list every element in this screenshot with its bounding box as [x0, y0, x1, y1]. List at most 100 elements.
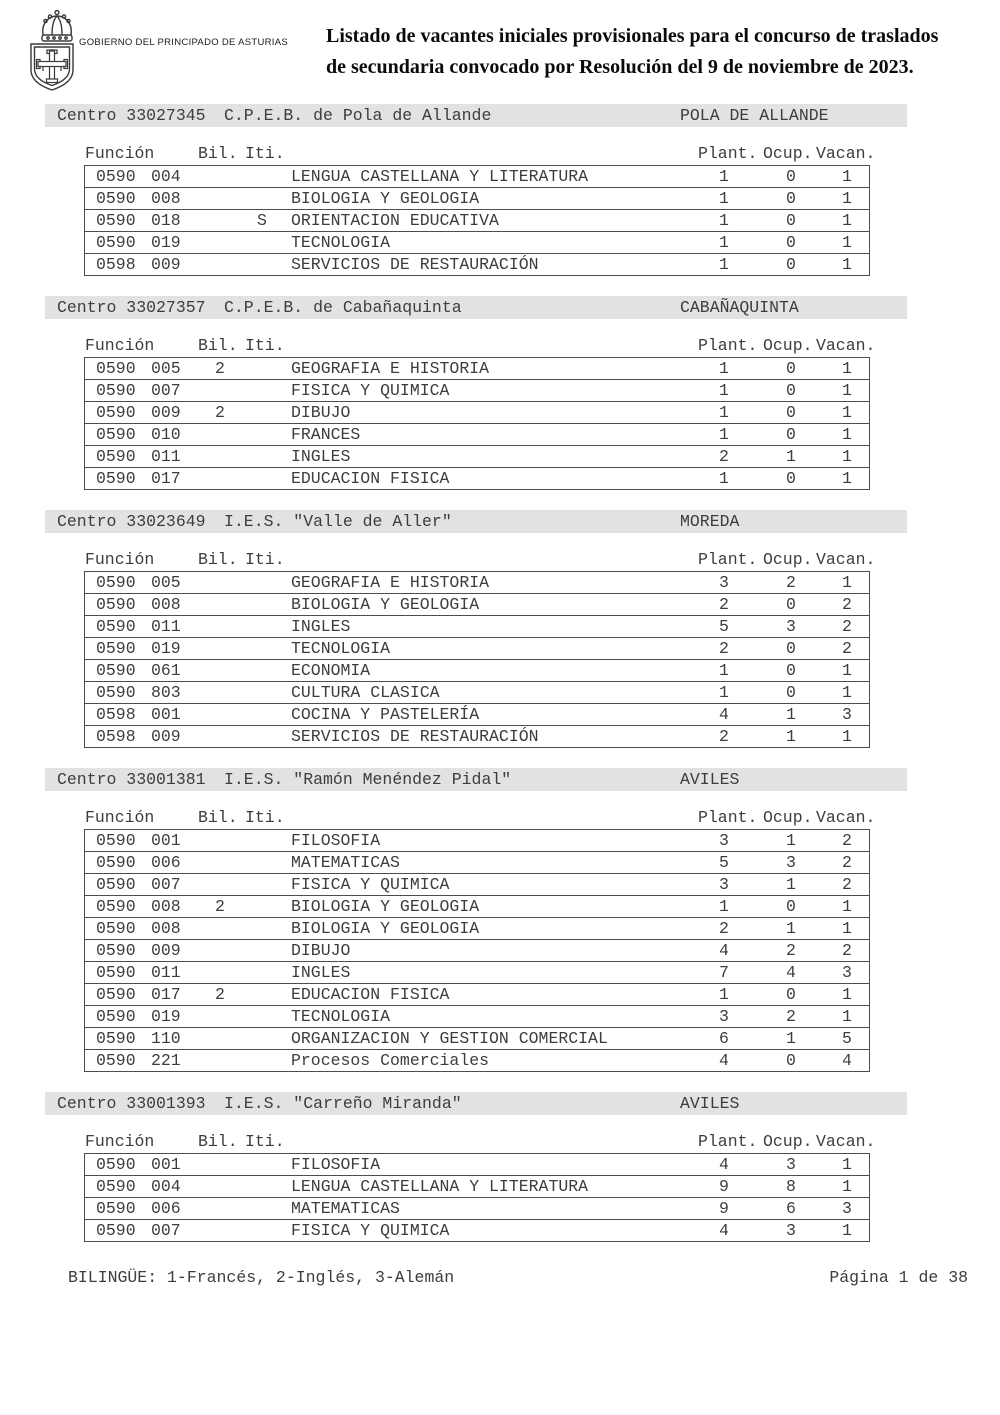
- bilingue-flag: [207, 424, 233, 445]
- vacantes-count: 1: [842, 359, 852, 378]
- especialidad-name: BIOLOGIA Y GEOLOGIA: [291, 595, 480, 614]
- bilingue-flag: [207, 1154, 233, 1175]
- funcion-cuerpo-code: 0590: [96, 617, 136, 636]
- ocupadas-count: 1: [786, 1029, 796, 1048]
- especialidad-name: TECNOLOGIA: [291, 1007, 391, 1026]
- especialidad-name: Procesos Comerciales: [291, 1051, 490, 1070]
- itinerante-flag: [233, 682, 291, 703]
- vacancy-row: 0590 006 MATEMATICAS 9 6 3: [84, 1197, 870, 1220]
- especialidad-name: DIBUJO: [291, 941, 351, 960]
- especialidad-name: DIBUJO: [291, 403, 351, 422]
- vacancy-row: 0590 008 BIOLOGIA Y GEOLOGIA 2 0 2: [84, 593, 870, 616]
- ocupadas-count: 0: [786, 359, 796, 378]
- vacancy-row: 0590 019 TECNOLOGIA 3 2 1: [84, 1005, 870, 1028]
- vacancy-row: 0590 803 CULTURA CLASICA 1 0 1: [84, 681, 870, 704]
- center-locality: POLA DE ALLANDE: [680, 106, 829, 125]
- funcion-especialidad-code: 001: [151, 705, 181, 724]
- vacancy-table: 0590 005 2 GEOGRAFIA E HISTORIA 1 0 1 05…: [84, 357, 870, 490]
- itinerante-flag: [233, 726, 291, 747]
- especialidad-name: BIOLOGIA Y GEOLOGIA: [291, 189, 480, 208]
- itinerante-flag: [233, 660, 291, 681]
- itinerante-flag: [233, 380, 291, 401]
- asturias-coat-of-arms-logo: [28, 8, 80, 99]
- center-header-bar: Centro 33001393 I.E.S. "Carreño Miranda"…: [45, 1092, 907, 1115]
- column-header-ocup: Ocup.: [763, 550, 813, 569]
- column-header-funcion: Función: [85, 1132, 155, 1151]
- plantilla-count: 1: [719, 425, 729, 444]
- funcion-especialidad-code: 007: [151, 1221, 181, 1240]
- especialidad-name: INGLES: [291, 963, 351, 982]
- plantilla-count: 2: [719, 727, 729, 746]
- center-header-bar: Centro 33027345 C.P.E.B. de Pola de Alla…: [45, 104, 907, 127]
- funcion-cuerpo-code: 0590: [96, 1007, 136, 1026]
- plantilla-count: 1: [719, 359, 729, 378]
- vacantes-count: 2: [842, 595, 852, 614]
- bilingue-flag: [207, 1006, 233, 1027]
- funcion-cuerpo-code: 0590: [96, 639, 136, 658]
- especialidad-name: SERVICIOS DE RESTAURACIÓN: [291, 727, 539, 746]
- vacancy-row: 0590 110 ORGANIZACION Y GESTION COMERCIA…: [84, 1027, 870, 1050]
- vacancy-row: 0598 001 COCINA Y PASTELERÍA 4 1 3: [84, 703, 870, 726]
- especialidad-name: TECNOLOGIA: [291, 233, 391, 252]
- funcion-especialidad-code: 008: [151, 189, 181, 208]
- vacancy-table: 0590 001 FILOSOFIA 3 1 2 0590 006 MATEMA…: [84, 829, 870, 1072]
- funcion-cuerpo-code: 0590: [96, 211, 136, 230]
- itinerante-flag: [233, 1176, 291, 1197]
- itinerante-flag: [233, 594, 291, 615]
- especialidad-name: FISICA Y QUIMICA: [291, 875, 450, 894]
- bilingue-flag: [207, 1050, 233, 1071]
- plantilla-count: 1: [719, 661, 729, 680]
- table-column-headers: Función Bil. Iti. Plant. Ocup. Vacan.: [0, 550, 1000, 569]
- itinerante-flag: [233, 896, 291, 917]
- vacantes-count: 1: [842, 447, 852, 466]
- itinerante-flag: [233, 1220, 291, 1241]
- column-header-bil: Bil.: [198, 144, 238, 163]
- funcion-cuerpo-code: 0590: [96, 831, 136, 850]
- vacancy-row: 0590 005 2 GEOGRAFIA E HISTORIA 1 0 1: [84, 357, 870, 380]
- ocupadas-count: 6: [786, 1199, 796, 1218]
- funcion-cuerpo-code: 0590: [96, 985, 136, 1004]
- column-header-funcion: Función: [85, 550, 155, 569]
- funcion-especialidad-code: 011: [151, 963, 181, 982]
- center-header-bar: Centro 33027357 C.P.E.B. de Cabañaquinta…: [45, 296, 907, 319]
- bilingue-flag: [207, 852, 233, 873]
- funcion-especialidad-code: 005: [151, 573, 181, 592]
- ocupadas-count: 1: [786, 705, 796, 724]
- column-header-ocup: Ocup.: [763, 336, 813, 355]
- vacantes-count: 3: [842, 1199, 852, 1218]
- vacancy-row: 0598 009 SERVICIOS DE RESTAURACIÓN 2 1 1: [84, 725, 870, 748]
- funcion-especialidad-code: 009: [151, 255, 181, 274]
- column-header-plant: Plant.: [698, 1132, 758, 1151]
- plantilla-count: 1: [719, 381, 729, 400]
- especialidad-name: FISICA Y QUIMICA: [291, 1221, 450, 1240]
- plantilla-count: 1: [719, 683, 729, 702]
- funcion-especialidad-code: 006: [151, 1199, 181, 1218]
- center-locality: CABAÑAQUINTA: [680, 298, 799, 317]
- vacantes-count: 2: [842, 831, 852, 850]
- vacancy-row: 0590 017 2 EDUCACION FISICA 1 0 1: [84, 983, 870, 1006]
- funcion-especialidad-code: 019: [151, 233, 181, 252]
- vacantes-count: 4: [842, 1051, 852, 1070]
- funcion-especialidad-code: 009: [151, 941, 181, 960]
- ocupadas-count: 0: [786, 639, 796, 658]
- ocupadas-count: 0: [786, 683, 796, 702]
- plantilla-count: 3: [719, 831, 729, 850]
- ocupadas-count: 3: [786, 1221, 796, 1240]
- vacantes-count: 2: [842, 875, 852, 894]
- bilingue-flag: [207, 962, 233, 983]
- ocupadas-count: 0: [786, 661, 796, 680]
- column-header-funcion: Función: [85, 336, 155, 355]
- itinerante-flag: [233, 962, 291, 983]
- especialidad-name: LENGUA CASTELLANA Y LITERATURA: [291, 1177, 589, 1196]
- vacantes-count: 1: [842, 661, 852, 680]
- funcion-especialidad-code: 019: [151, 639, 181, 658]
- column-header-funcion: Función: [85, 144, 155, 163]
- ocupadas-count: 0: [786, 255, 796, 274]
- especialidad-name: EDUCACION FISICA: [291, 985, 450, 1004]
- plantilla-count: 4: [719, 1221, 729, 1240]
- plantilla-count: 3: [719, 875, 729, 894]
- ocupadas-count: 0: [786, 381, 796, 400]
- plantilla-count: 1: [719, 469, 729, 488]
- especialidad-name: ECONOMIA: [291, 661, 371, 680]
